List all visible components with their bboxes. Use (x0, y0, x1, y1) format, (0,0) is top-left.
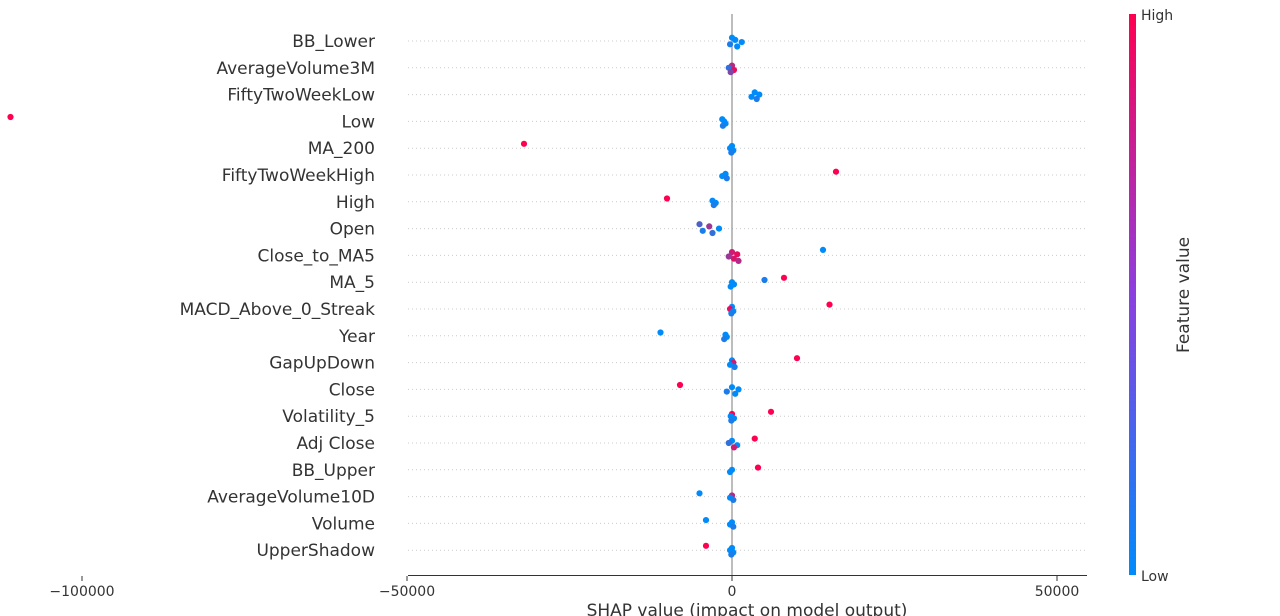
feature-label: FiftyTwoWeekLow (227, 86, 375, 106)
feature-label: GapUpDown (269, 354, 375, 374)
feature-label: High (336, 193, 375, 213)
data-point (706, 223, 713, 230)
feature-label: MACD_Above_0_Streak (180, 300, 376, 320)
data-point (734, 43, 741, 50)
feature-label: AverageVolume10D (207, 488, 375, 508)
feature-label: Volume (312, 514, 375, 534)
x-axis-ticks: −150000−100000−50000050000100000150000 (49, 576, 1080, 600)
data-point (726, 468, 734, 476)
data-point (819, 246, 827, 253)
data-point (728, 417, 735, 424)
data-point (753, 95, 760, 103)
data-point (732, 36, 739, 44)
feature-label: Low (342, 112, 376, 132)
data-point (663, 195, 671, 202)
data-point (730, 496, 737, 503)
colorbar-high-label: High (1141, 8, 1173, 24)
data-point (719, 122, 727, 129)
data-point (728, 249, 736, 256)
feature-label: Volatility_5 (282, 407, 375, 427)
data-point (761, 276, 768, 284)
data-point (727, 283, 734, 290)
data-point (657, 329, 664, 336)
x-tick-label: −50000 (379, 584, 435, 600)
data-point (676, 381, 684, 389)
data-point (696, 490, 703, 497)
data-point (738, 39, 745, 46)
data-point (735, 386, 742, 393)
x-axis-label: SHAP value (impact on model output) (587, 601, 908, 616)
data-point (730, 444, 738, 451)
data-point (748, 93, 755, 100)
x-tick-label: 50000 (1035, 584, 1080, 600)
data-point (826, 301, 833, 308)
data-point (728, 310, 735, 317)
data-point (520, 140, 528, 147)
data-point (702, 517, 710, 524)
feature-labels: BB_Lower AverageVolume3M FiftyTwoWeekLow Lo… (180, 32, 376, 561)
feature-label: Close (329, 380, 375, 400)
colorbar-low-label: Low (1141, 569, 1169, 585)
data-point (780, 274, 788, 281)
feature-label: Adj Close (296, 434, 375, 454)
feature-label: BB_Upper (292, 461, 375, 481)
feature-label: Year (338, 327, 375, 347)
feature-label: AverageVolume3M (216, 59, 375, 79)
data-point (699, 227, 706, 234)
data-point (721, 336, 728, 343)
feature-label: MA_5 (329, 273, 375, 293)
feature-label: Open (330, 220, 375, 240)
data-point (728, 551, 735, 558)
data-point (728, 149, 735, 156)
data-point (732, 390, 739, 397)
data-point (715, 225, 723, 232)
data-point (751, 435, 758, 442)
x-tick-label: 0 (728, 584, 737, 600)
data-point (702, 542, 710, 549)
data-point (725, 253, 732, 260)
data-point (728, 384, 736, 391)
colorbar (1129, 14, 1136, 575)
feature-label: UpperShadow (256, 541, 375, 561)
data-point (723, 175, 730, 182)
data-point (735, 257, 742, 264)
data-point (731, 363, 738, 371)
data-point (725, 439, 732, 447)
data-point (726, 41, 734, 48)
colorbar-title: Feature value (1174, 237, 1194, 353)
data-point (730, 523, 737, 530)
data-point (734, 251, 741, 258)
data-points (7, 34, 840, 558)
data-point (727, 69, 734, 76)
data-point (7, 113, 14, 121)
feature-label: Close_to_MA5 (258, 246, 376, 266)
data-point (723, 388, 730, 395)
data-point (754, 464, 762, 471)
data-point (832, 168, 840, 175)
data-point (710, 202, 717, 209)
data-point (696, 221, 703, 228)
feature-label: FiftyTwoWeekHigh (222, 166, 375, 186)
data-point (709, 229, 716, 237)
x-tick-label: −100000 (49, 584, 114, 600)
data-point (793, 355, 801, 362)
feature-gridlines (408, 40, 1087, 551)
feature-label: BB_Lower (292, 32, 375, 52)
data-point (767, 408, 775, 415)
feature-label: MA_200 (308, 139, 375, 159)
